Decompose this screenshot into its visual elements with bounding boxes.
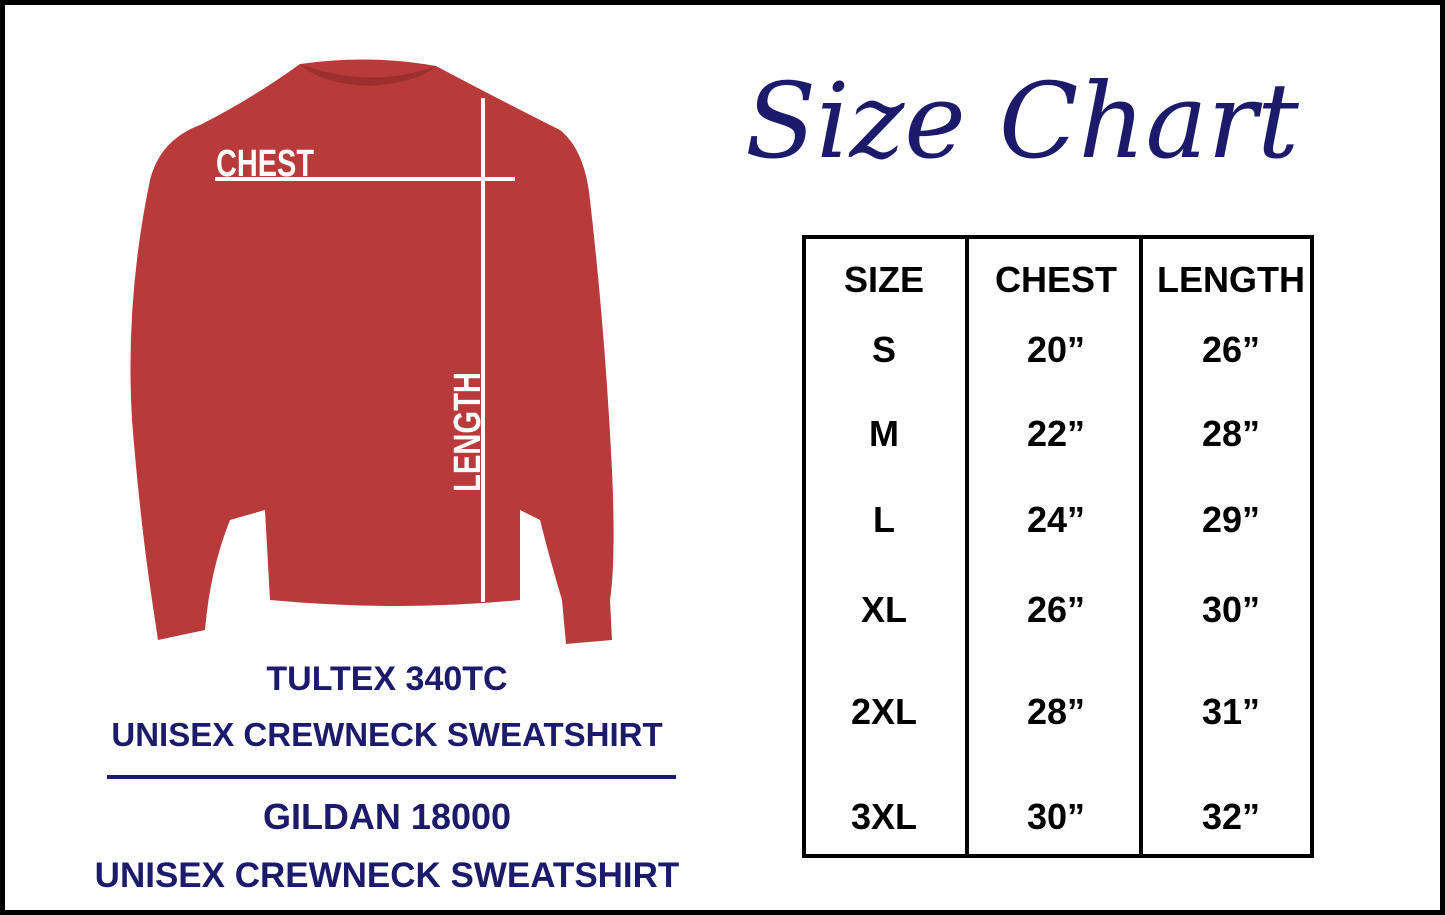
cell-length: 26”: [1201, 329, 1261, 370]
cell-length: 31”: [1201, 691, 1261, 732]
size-table: SIZE CHEST LENGTH S 20” 26” M 22” 28” L 24” 29” XL 26…: [802, 235, 1314, 858]
cell-chest: 26”: [1026, 589, 1086, 630]
header-chest: CHEST: [994, 259, 1117, 300]
cell-chest: 30”: [1026, 796, 1086, 837]
column-divider: [965, 239, 969, 854]
header-length: LENGTH: [1157, 259, 1305, 300]
cell-size: 2XL: [850, 691, 918, 732]
length-label: LENGTH: [447, 372, 489, 492]
divider: [107, 775, 676, 779]
product-2-brand: GILDAN 18000: [262, 796, 512, 837]
page-title: Size Chart: [745, 60, 1299, 182]
chest-measure-line: [215, 177, 515, 181]
cell-chest: 24”: [1026, 499, 1086, 540]
cell-size: XL: [860, 589, 907, 630]
sweatshirt-collar: [300, 64, 436, 86]
chest-label: CHEST: [216, 143, 314, 185]
product-1-brand: TULTEX 340TC: [266, 660, 508, 698]
product-2-description: UNISEX CREWNECK SWEATSHIRT: [94, 856, 680, 895]
cell-size: M: [869, 413, 899, 454]
cell-chest: 22”: [1026, 413, 1086, 454]
cell-size: S: [871, 329, 896, 370]
cell-length: 32”: [1201, 796, 1261, 837]
cell-size: L: [873, 499, 895, 540]
cell-length: 29”: [1201, 499, 1261, 540]
product-1-description: UNISEX CREWNECK SWEATSHIRT: [111, 716, 663, 753]
sweatshirt-image: CHEST LENGTH: [130, 59, 614, 645]
cell-size: 3XL: [850, 796, 918, 837]
column-divider: [1139, 239, 1143, 854]
cell-length: 28”: [1201, 413, 1261, 454]
cell-chest: 28”: [1026, 691, 1086, 732]
length-measure-line: [481, 98, 485, 602]
sweatshirt-body: [130, 59, 614, 645]
header-size: SIZE: [843, 259, 924, 300]
cell-chest: 20”: [1026, 329, 1086, 370]
cell-length: 30”: [1201, 589, 1261, 630]
